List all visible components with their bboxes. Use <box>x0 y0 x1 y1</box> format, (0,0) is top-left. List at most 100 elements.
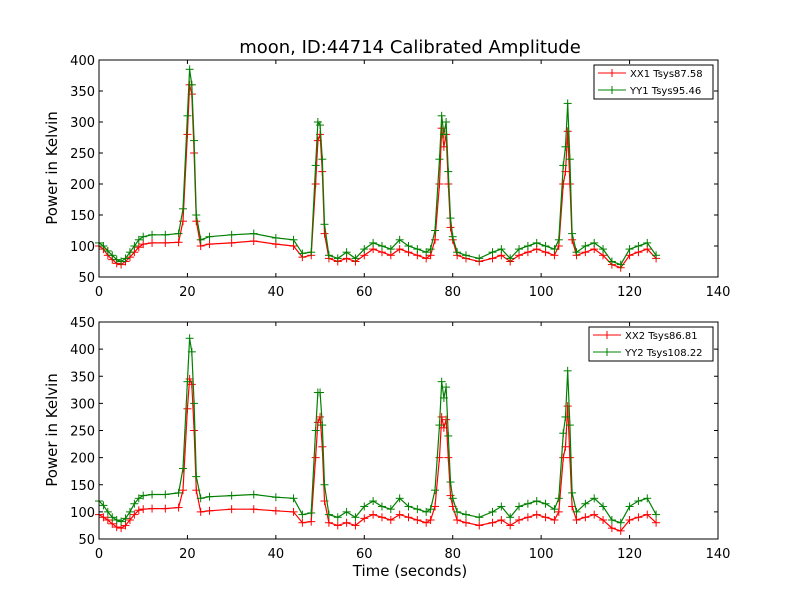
data-point <box>205 506 214 515</box>
data-point <box>386 505 395 514</box>
data-point <box>643 510 652 519</box>
data-point <box>103 507 112 516</box>
x-tick-label: 20 <box>179 285 196 300</box>
data-point <box>174 238 183 247</box>
data-point <box>422 248 431 257</box>
data-point <box>475 254 484 263</box>
data-point <box>117 257 126 266</box>
data-point <box>139 505 148 514</box>
data-point <box>125 516 134 525</box>
data-point <box>550 516 559 525</box>
data-point <box>190 399 199 408</box>
data-point <box>139 491 148 500</box>
data-point <box>316 388 325 397</box>
series-green-1 <box>95 334 661 527</box>
x-ticks-top: 0 20 40 60 80 100 120 140 <box>95 60 731 300</box>
data-point <box>488 248 497 257</box>
data-point <box>311 453 320 462</box>
data-point <box>435 155 444 164</box>
legend-top: XX1 Tsys87.58 YY1 Tsys95.46 <box>593 64 714 100</box>
data-point <box>435 180 444 188</box>
x-tick-label: 60 <box>356 547 373 562</box>
x-tick-label: 20 <box>179 547 196 562</box>
x-tick-label: 40 <box>268 285 285 300</box>
data-point <box>108 251 117 260</box>
data-point <box>448 232 457 241</box>
data-point <box>437 412 446 421</box>
data-point <box>351 254 360 263</box>
legend-label-yy1: YY1 Tsys95.46 <box>629 86 701 97</box>
legend-box-bottom <box>588 326 714 362</box>
x-tick-label: 60 <box>356 285 373 300</box>
data-point <box>377 513 386 522</box>
data-point <box>386 245 395 254</box>
data-point <box>523 499 532 508</box>
data-point <box>563 127 572 136</box>
data-point <box>190 426 199 435</box>
data-point <box>130 242 139 250</box>
data-point <box>541 242 550 250</box>
data-point <box>550 245 559 254</box>
series-layer-bottom <box>95 334 661 535</box>
data-point <box>437 111 446 120</box>
data-point <box>249 237 258 246</box>
data-point <box>369 238 378 247</box>
subplot-bottom: Power in Kelvin Time (seconds) 0 20 40 60 80… <box>43 316 730 580</box>
data-point <box>554 235 563 244</box>
data-point <box>426 245 435 254</box>
data-point <box>112 255 121 264</box>
data-point <box>444 431 453 440</box>
data-point <box>117 517 126 526</box>
data-point <box>311 426 320 435</box>
data-point <box>333 521 342 530</box>
data-point <box>625 502 634 511</box>
x-ticks-bottom: 0 20 40 60 80 100 120 140 <box>95 322 730 562</box>
y-tick-label: 100 <box>70 506 95 521</box>
data-point <box>377 502 386 511</box>
x-tick-label: 140 <box>706 285 731 300</box>
x-tick-label: 120 <box>617 285 642 300</box>
data-point <box>453 248 462 257</box>
data-point <box>179 464 188 473</box>
data-point <box>161 230 170 239</box>
data-point <box>161 504 170 513</box>
data-point <box>404 502 413 511</box>
data-point <box>561 142 570 151</box>
data-point <box>271 506 280 515</box>
data-point <box>249 490 258 499</box>
data-point <box>422 518 431 527</box>
data-point <box>112 523 121 532</box>
data-point <box>634 497 643 506</box>
data-point <box>431 486 440 495</box>
data-point <box>196 235 205 244</box>
y-tick-label: 300 <box>70 397 95 412</box>
data-point <box>523 513 532 522</box>
data-point <box>139 240 148 249</box>
data-point <box>550 505 559 514</box>
data-point <box>192 211 201 219</box>
data-point <box>333 254 342 263</box>
legend-label-yy2: YY2 Tsys108.22 <box>624 348 703 359</box>
y-tick-label: 400 <box>70 54 95 69</box>
data-point <box>559 429 568 438</box>
data-point <box>453 507 462 516</box>
data-point <box>523 242 532 250</box>
data-point <box>488 518 497 527</box>
data-point <box>446 214 455 223</box>
data-point <box>565 453 574 462</box>
plot-frame-bottom <box>98 321 719 540</box>
data-point <box>442 383 451 392</box>
data-point <box>125 507 134 516</box>
data-point <box>461 251 470 260</box>
data-point <box>179 486 188 495</box>
series-green-0 <box>95 65 661 269</box>
data-point <box>360 245 369 254</box>
y-tick-label: 300 <box>70 116 95 131</box>
data-point <box>439 142 448 151</box>
data-point <box>148 504 157 513</box>
data-point <box>318 155 327 164</box>
data-point <box>581 499 590 508</box>
data-point <box>103 246 112 255</box>
x-tick-label: 80 <box>444 285 461 300</box>
data-point <box>121 514 130 523</box>
